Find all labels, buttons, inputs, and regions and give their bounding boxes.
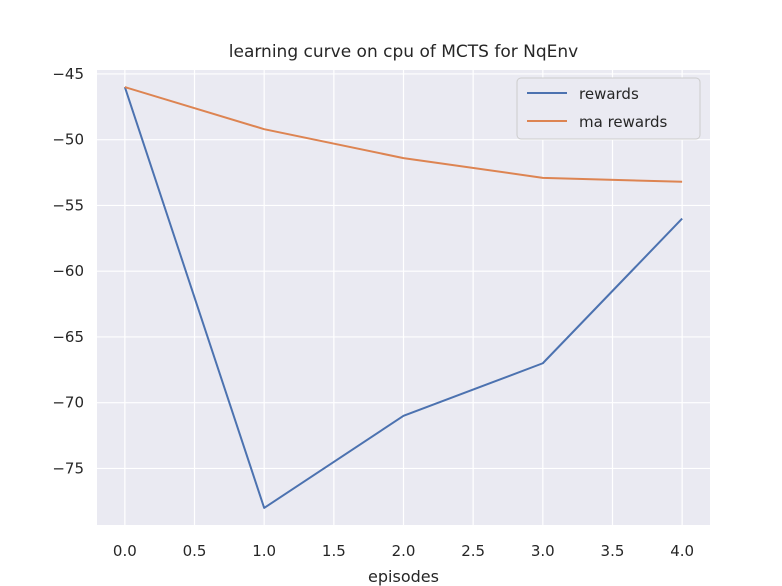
y-tick-labels: −45 −50 −55 −60 −65 −70 −75 [52,65,84,478]
legend-label-rewards: rewards [579,85,639,103]
chart-title: learning curve on cpu of MCTS for NqEnv [229,42,578,62]
y-tick-label: −70 [52,394,84,412]
x-tick-label: 1.0 [252,542,276,560]
legend-label-ma-rewards: ma rewards [579,113,668,131]
x-tick-label: 1.5 [322,542,346,560]
x-tick-label: 0.5 [183,542,207,560]
series-lines [123,86,683,509]
x-tick-labels: 0.0 0.5 1.0 1.5 2.0 2.5 3.0 3.5 4.0 [113,542,694,560]
y-tick-label: −65 [52,328,84,346]
x-tick-label: 3.0 [531,542,555,560]
y-tick-label: −60 [52,262,84,280]
y-tick-label: −45 [52,65,84,83]
legend: rewards ma rewards [516,77,701,140]
y-tick-label: −75 [52,459,84,477]
x-tick-label: 3.5 [601,542,625,560]
y-tick-label: −55 [52,196,84,214]
y-tick-label: −50 [52,131,84,149]
x-tick-label: 4.0 [670,542,694,560]
x-tick-label: 2.5 [461,542,485,560]
x-tick-label: 0.0 [113,542,137,560]
y-gridlines [97,73,710,470]
x-axis-label: episodes [368,567,439,586]
x-tick-label: 2.0 [392,542,416,560]
